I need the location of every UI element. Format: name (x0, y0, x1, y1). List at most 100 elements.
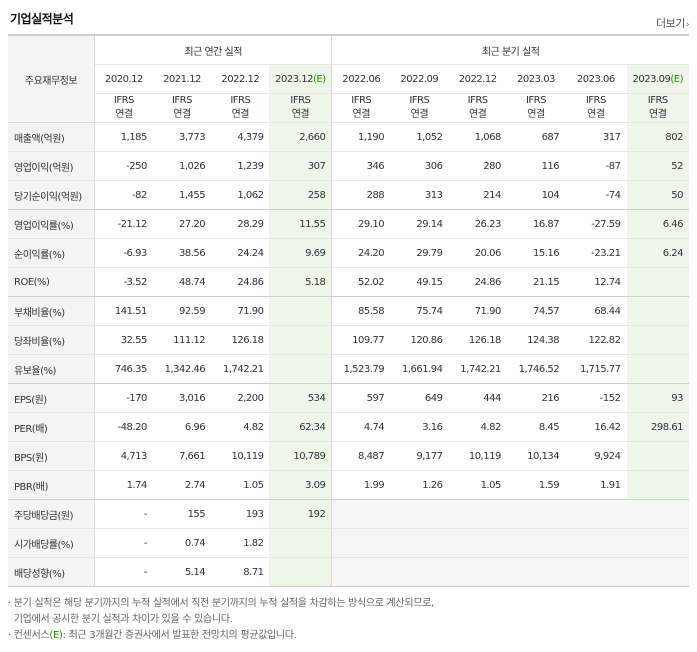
table-cell: 288 (331, 180, 391, 210)
period-label: 2023.09 (632, 73, 671, 85)
table-row: 배당성향(%) -5.14 8.71 (8, 557, 689, 587)
table-cell (269, 557, 332, 587)
footnote-1-cont: 기업에서 공시한 분기 실적과 차이가 있을 수 있습니다. (8, 612, 434, 628)
ifrs-label: IFRS (351, 95, 372, 106)
ifrs-badge: IFRS 연결 (269, 93, 332, 123)
consensus-text: : 최근 3개월간 증권사에서 발표한 전망치의 평균값입니다. (62, 630, 297, 641)
table-cell: 6.96 (152, 412, 212, 442)
table-cell: 62.34 (269, 412, 332, 442)
table-cell: -87 (565, 151, 627, 181)
table-cell (626, 499, 689, 529)
consolidated-label: 연결 (587, 109, 605, 120)
table-cell: 1,742.21 (211, 354, 270, 384)
table-cell: 126.18 (448, 325, 507, 355)
consolidated-label: 연결 (291, 109, 310, 120)
table-cell: 0.74 (152, 528, 212, 558)
more-link[interactable]: 더보기› (656, 15, 690, 31)
table-cell: 32.55 (94, 325, 153, 355)
table-cell: 193 (211, 499, 270, 529)
table-cell: 141.51 (94, 296, 153, 326)
ifrs-label: IFRS (290, 95, 311, 106)
row-label: 주당배당금(원) (8, 499, 95, 529)
table-row: 당기순이익(억원) -82 1,455 1,062 258 288 313 214 104 -74… (8, 180, 689, 210)
ifrs-badge: IFRS 연결 (506, 93, 566, 123)
table-cell: 1,746.52 (506, 354, 566, 384)
table-cell: -152 (565, 383, 627, 413)
table-cell: 3.09 (269, 470, 332, 500)
table-cell: 649 (390, 383, 449, 413)
table-cell: 116 (506, 151, 566, 181)
table-row: 당좌비율(%) 32.55 111.12 126.18 109.77 120.86 126.… (8, 325, 689, 355)
quarter-period-6: 2023.09(E) (626, 64, 689, 94)
period-label: 2022.06 (342, 73, 381, 85)
table-cell (565, 528, 627, 558)
table-row: EPS(원) -170 3,016 2,200 534 597 649 444 216 -152 9… (8, 383, 689, 413)
row-label: PER(배) (8, 412, 95, 442)
table-cell: 258 (269, 180, 332, 210)
table-cell: 192 (269, 499, 332, 529)
table-row: BPS(원) 4,713 7,661 10,119 10,789 8,487 9,177 10… (8, 441, 689, 471)
table-cell (626, 441, 689, 471)
table-cell: 802 (626, 122, 689, 152)
table-cell: 92.59 (152, 296, 212, 326)
table-cell: 1.99 (331, 470, 391, 500)
period-label: 2023.06 (576, 73, 615, 85)
financial-table: 주요재무정보 최근 연간 실적 최근 분기 실적 2020.12 2021.12 2… (8, 34, 689, 587)
table-cell: 8.45 (506, 412, 566, 442)
table-row: 순이익률(%) -6.93 38.56 24.24 9.69 24.20 29.79 20.0… (8, 238, 689, 268)
table-cell: 10,119 (448, 441, 507, 471)
table-cell: 109.77 (331, 325, 391, 355)
footnotes: · 분기 실적은 해당 분기까지의 누적 실적에서 직전 분기까지의 누적 실적… (8, 596, 434, 644)
table-cell: 1,190 (331, 122, 391, 152)
table-cell: 216 (506, 383, 566, 413)
table-cell: 1.05 (211, 470, 270, 500)
ifrs-label: IFRS (647, 95, 668, 106)
table-cell (448, 528, 507, 558)
table-cell: 1,239 (211, 151, 270, 181)
table-cell: 1,455 (152, 180, 212, 210)
row-label: 당기순이익(억원) (8, 180, 95, 210)
table-cell: 10,134 (506, 441, 566, 471)
table-cell: 4,713 (94, 441, 153, 471)
table-cell: 126.18 (211, 325, 270, 355)
table-cell: 1,026 (152, 151, 212, 181)
period-label: 2023.12 (275, 73, 314, 85)
table-cell (390, 528, 449, 558)
table-cell: 52 (626, 151, 689, 181)
ifrs-badge: IFRS 연결 (626, 93, 689, 123)
consolidated-label: 연결 (115, 109, 133, 120)
table-cell: 687 (506, 122, 566, 152)
table-cell: 11.55 (269, 209, 332, 239)
table-cell: 8.71 (211, 557, 270, 587)
table-cell (626, 325, 689, 355)
table-cell: - (94, 528, 153, 558)
corner-label: 주요재무정보 (24, 75, 78, 87)
table-cell: 534 (269, 383, 332, 413)
table-cell: 307 (269, 151, 332, 181)
quarter-period-3: 2022.12 (448, 64, 507, 94)
period-label: 2023.03 (517, 73, 555, 85)
table-cell: -250 (94, 151, 153, 181)
table-cell: 1.91 (565, 470, 627, 500)
table-cell: 4.82 (211, 412, 270, 442)
footnote-2: · 컨센서스(E): 최근 3개월간 증권사에서 발표한 전망치의 평균값입니다… (8, 630, 297, 641)
table-cell (269, 528, 332, 558)
table-cell: 306 (390, 151, 449, 181)
table-cell: 597 (331, 383, 391, 413)
period-label: 2022.12 (458, 73, 497, 85)
table-cell: 28.29 (211, 209, 270, 239)
ifrs-label: IFRS (230, 95, 251, 106)
table-cell: 50 (626, 180, 689, 210)
table-cell: 24.24 (211, 238, 270, 268)
table-cell: 10,789 (269, 441, 332, 471)
row-label: EPS(원) (8, 383, 95, 413)
row-label: 영업이익(억원) (8, 151, 95, 181)
table-cell: 38.56 (152, 238, 212, 268)
annual-group-header: 최근 연간 실적 (94, 34, 332, 65)
table-cell: 24.86 (448, 267, 507, 297)
annual-period-4: 2023.12(E) (269, 64, 332, 94)
table-cell: 155 (152, 499, 212, 529)
ifrs-badge: IFRS 연결 (565, 93, 627, 123)
consolidated-label: 연결 (649, 109, 667, 120)
ifrs-badge: IFRS 연결 (448, 93, 507, 123)
